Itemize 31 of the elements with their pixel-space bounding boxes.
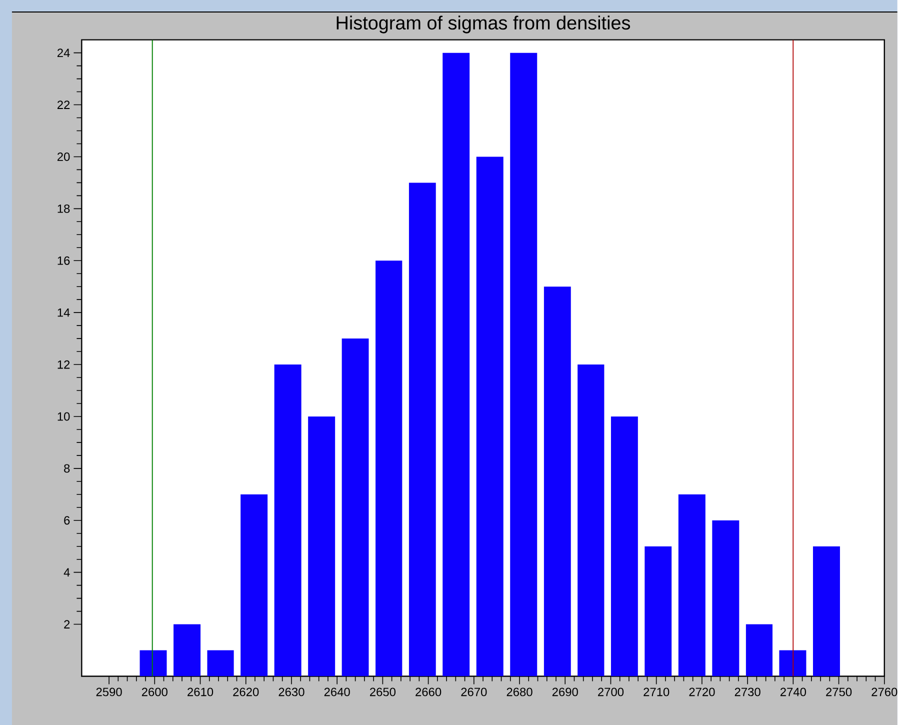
y-tick-label: 4 [64,568,70,576]
x-tick-label: 2730 [734,688,760,696]
x-tick-label: 2650 [370,688,396,696]
x-tick-label: 2590 [96,688,122,696]
y-tick-label: 2 [64,620,70,628]
x-tick-label: 2700 [598,688,624,696]
y-tick-label: 18 [58,204,70,213]
x-tick-label: 2670 [461,688,487,696]
x-tick-label: 2620 [233,688,259,696]
y-tick-label: 16 [58,256,70,265]
y-tick-label: 6 [64,516,70,525]
y-tick-label: 14 [58,308,70,317]
x-tick-label: 2680 [506,688,532,696]
x-tick-label: 2610 [188,688,214,696]
x-tick-label: 2690 [552,688,578,696]
x-tick-label: 2630 [278,688,304,696]
x-tick-label: 2710 [644,688,670,696]
x-tick-label: 2600 [142,688,168,696]
x-tick-label: 2750 [826,688,852,696]
x-tick-label: 2660 [416,688,442,696]
x-tick-label: 2760 [872,688,898,696]
x-tick-label: 2740 [780,688,806,696]
x-tick-label: 2720 [689,688,715,696]
y-tick-label: 8 [64,464,70,473]
chart-title: Histogram of sigmas from densities [336,16,630,34]
y-tick-label: 20 [57,152,70,161]
y-tick-label: 24 [57,48,70,57]
y-tick-label: 22 [57,100,70,109]
x-tick-label: 2640 [324,688,350,696]
y-tick-label: 10 [58,412,70,421]
y-tick-label: 12 [58,360,70,369]
